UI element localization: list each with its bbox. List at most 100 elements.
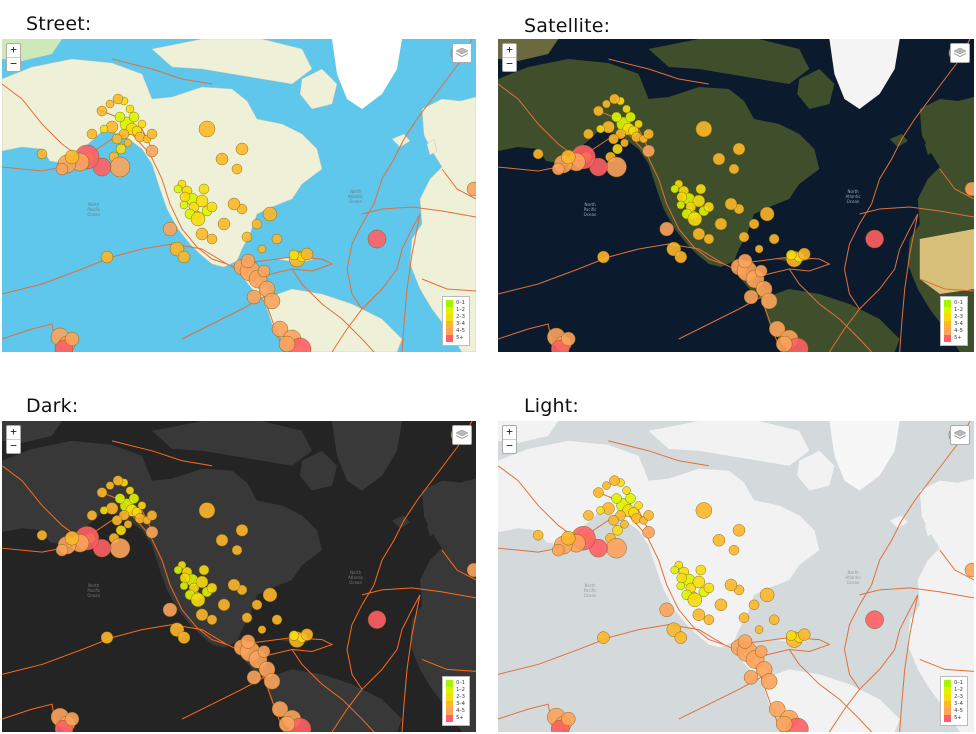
earthquake-marker[interactable] [288, 630, 300, 641]
earthquake-marker[interactable] [754, 244, 764, 254]
earthquake-marker[interactable] [786, 249, 797, 261]
earthquake-marker[interactable] [96, 487, 108, 498]
earthquake-marker[interactable] [100, 631, 114, 644]
earthquake-marker[interactable] [215, 534, 229, 547]
zoom-out-button[interactable]: − [7, 439, 20, 453]
earthquake-marker[interactable] [760, 673, 778, 690]
earthquake-marker[interactable] [145, 526, 159, 539]
earthquake-marker[interactable] [612, 143, 623, 155]
earthquake-marker[interactable] [602, 99, 611, 109]
earthquake-marker[interactable] [179, 191, 191, 203]
earthquake-marker[interactable] [271, 700, 289, 718]
earthquake-marker[interactable] [105, 120, 119, 134]
earthquake-marker[interactable] [206, 582, 218, 594]
earthquake-marker[interactable] [596, 506, 605, 515]
earthquake-marker[interactable] [606, 156, 627, 178]
earthquake-marker[interactable] [659, 602, 674, 617]
earthquake-marker[interactable] [179, 572, 191, 584]
earthquake-marker[interactable] [775, 335, 793, 352]
earthquake-marker[interactable] [190, 211, 206, 227]
earthquake-marker[interactable] [179, 581, 189, 591]
zoom-out-button[interactable]: − [7, 57, 20, 71]
earthquake-marker[interactable] [195, 575, 209, 589]
earthquake-marker[interactable] [703, 582, 715, 594]
earthquake-marker[interactable] [206, 233, 218, 245]
layers-button[interactable] [950, 43, 970, 63]
earthquake-marker[interactable] [625, 493, 636, 504]
earthquake-marker[interactable] [217, 217, 231, 231]
earthquake-marker[interactable] [271, 320, 289, 338]
earthquake-marker[interactable] [659, 221, 674, 237]
earthquake-marker[interactable] [36, 148, 48, 160]
earthquake-marker[interactable] [146, 128, 158, 140]
earthquake-marker[interactable] [206, 614, 218, 625]
earthquake-marker[interactable] [241, 231, 253, 243]
earthquake-marker[interactable] [64, 531, 80, 546]
earthquake-marker[interactable] [670, 184, 679, 194]
map-street[interactable]: North Pacific Ocean North Atlantic Ocean +… [2, 39, 476, 352]
earthquake-marker[interactable] [754, 625, 764, 634]
map-dark[interactable]: North Pacific Ocean North Atlantic Ocean +… [2, 421, 476, 732]
earthquake-marker[interactable] [114, 111, 126, 123]
earthquake-marker[interactable] [240, 634, 256, 649]
earthquake-marker[interactable] [634, 501, 643, 510]
earthquake-marker[interactable] [257, 264, 271, 278]
earthquake-marker[interactable] [676, 200, 685, 210]
earthquake-marker[interactable] [145, 144, 159, 158]
earthquake-marker[interactable] [99, 506, 109, 515]
earthquake-marker[interactable] [748, 599, 760, 610]
earthquake-marker[interactable] [195, 608, 209, 621]
layers-button[interactable] [950, 425, 970, 445]
earthquake-marker[interactable] [111, 133, 123, 145]
earthquake-marker[interactable] [288, 249, 300, 261]
earthquake-marker[interactable] [257, 244, 267, 254]
earthquake-marker[interactable] [64, 711, 80, 727]
earthquake-marker[interactable] [561, 331, 576, 347]
earthquake-marker[interactable] [115, 143, 127, 155]
earthquake-marker[interactable] [112, 475, 124, 486]
earthquake-marker[interactable] [271, 614, 283, 625]
earthquake-marker[interactable] [227, 197, 241, 211]
earthquake-marker[interactable] [620, 138, 629, 148]
earthquake-marker[interactable] [625, 111, 636, 123]
earthquake-marker[interactable] [251, 218, 263, 230]
earthquake-marker[interactable] [768, 614, 780, 625]
earthquake-marker[interactable] [674, 631, 687, 644]
earthquake-marker[interactable] [608, 515, 619, 526]
zoom-in-button[interactable]: + [10, 425, 17, 438]
earthquake-marker[interactable] [146, 510, 158, 521]
earthquake-marker[interactable] [964, 181, 974, 197]
earthquake-marker[interactable] [703, 233, 715, 245]
earthquake-marker[interactable] [179, 200, 189, 210]
earthquake-marker[interactable] [36, 530, 48, 541]
earthquake-marker[interactable] [737, 253, 753, 269]
earthquake-marker[interactable] [195, 227, 209, 241]
earthquake-marker[interactable] [105, 481, 115, 490]
earthquake-marker[interactable] [786, 630, 797, 641]
earthquake-marker[interactable] [257, 625, 267, 634]
earthquake-marker[interactable] [177, 250, 191, 264]
earthquake-marker[interactable] [115, 525, 127, 536]
earthquake-marker[interactable] [227, 578, 241, 592]
earthquake-marker[interactable] [798, 628, 811, 641]
earthquake-marker[interactable] [754, 645, 768, 658]
earthquake-marker[interactable] [240, 253, 256, 269]
earthquake-marker[interactable] [278, 335, 296, 352]
earthquake-marker[interactable] [532, 148, 544, 160]
earthquake-marker[interactable] [100, 250, 114, 264]
earthquake-marker[interactable] [695, 120, 713, 138]
earthquake-marker[interactable] [748, 218, 760, 230]
earthquake-marker[interactable] [86, 128, 98, 140]
earthquake-marker[interactable] [583, 128, 594, 140]
earthquake-marker[interactable] [111, 515, 123, 526]
earthquake-marker[interactable] [367, 610, 387, 629]
earthquake-marker[interactable] [695, 564, 707, 576]
earthquake-marker[interactable] [622, 486, 631, 495]
earthquake-marker[interactable] [768, 320, 786, 338]
earthquake-marker[interactable] [642, 144, 655, 158]
earthquake-marker[interactable] [231, 545, 243, 556]
earthquake-marker[interactable] [606, 538, 627, 559]
earthquake-marker[interactable] [759, 206, 775, 222]
earthquake-marker[interactable] [593, 487, 604, 498]
earthquake-marker[interactable] [676, 191, 687, 203]
